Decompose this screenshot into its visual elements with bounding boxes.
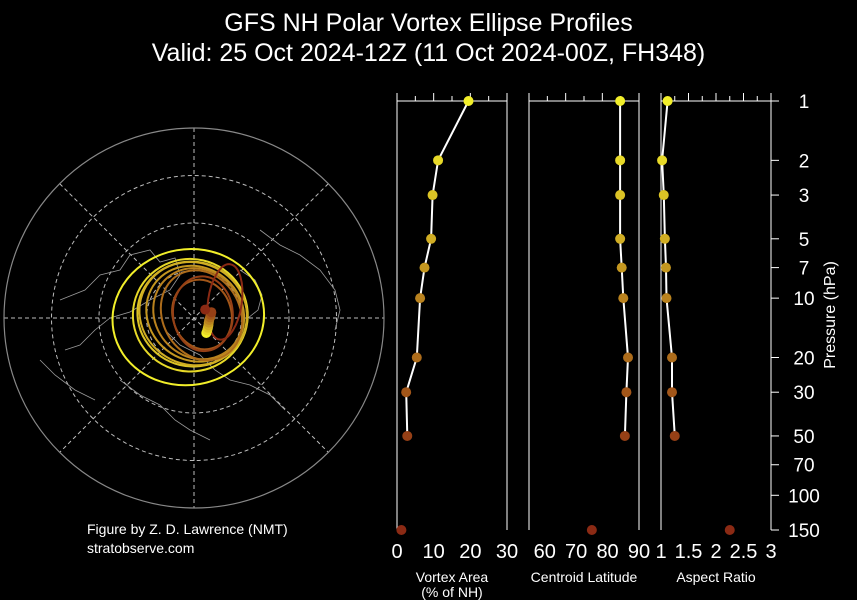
data-point: [661, 293, 672, 304]
vortex-ellipse: [138, 260, 249, 367]
data-point: [616, 262, 627, 273]
data-point: [621, 387, 632, 398]
data-point: [669, 430, 680, 441]
profile-panels: 0 10 20 30 Vortex Area(% of NH) 60 70 80 90 Centr…: [391, 92, 819, 600]
pressure-tick-label: 2: [799, 151, 810, 172]
data-point: [427, 190, 438, 201]
x-tick-label: 70: [565, 541, 587, 563]
x-tick-label: 60: [534, 541, 556, 563]
data-point: [415, 293, 426, 304]
coastline: [59, 249, 181, 351]
data-point: [402, 430, 413, 441]
pressure-tick-label: 10: [793, 289, 814, 310]
pressure-tick-label: 100: [788, 486, 820, 507]
vortex-ellipse: [206, 263, 244, 341]
x-tick-label: 20: [459, 541, 481, 563]
x-axis-label: (% of NH): [421, 584, 482, 600]
chart-title: GFS NH Polar Vortex Ellipse Profiles: [224, 9, 633, 37]
data-point: [618, 293, 629, 304]
pressure-tick-label: 30: [793, 383, 814, 404]
pressure-tick-label: 7: [799, 259, 810, 280]
meridian-line: [59, 183, 329, 453]
profile-line: [405, 100, 470, 436]
x-tick-label: 1: [655, 541, 666, 563]
x-axis-label: Centroid Latitude: [531, 569, 638, 585]
data-point: [463, 96, 474, 106]
data-point: [667, 387, 677, 398]
x-tick-label: 3: [765, 541, 776, 563]
data-point: [657, 155, 668, 166]
data-point: [396, 525, 407, 535]
vortex-ellipse: [159, 269, 244, 362]
data-point: [615, 155, 626, 166]
x-tick-label: 2.5: [730, 541, 758, 563]
x-tick-label: 1.5: [675, 541, 703, 563]
pressure-tick-label: 20: [793, 348, 814, 369]
data-point: [662, 96, 673, 106]
data-point: [658, 190, 669, 201]
data-point: [667, 352, 677, 363]
data-point: [724, 525, 735, 535]
vortex-ellipse: [111, 248, 266, 387]
credit-author: Figure by Z. D. Lawrence (NMT): [87, 521, 288, 537]
coastline: [119, 379, 211, 441]
credit-site: stratobserve.com: [87, 540, 195, 556]
coastline: [164, 329, 286, 411]
pressure-tick-label: 70: [793, 456, 814, 477]
map-boundary: [3, 127, 385, 509]
data-point: [619, 430, 630, 441]
vortex-ellipse: [152, 267, 244, 361]
data-point: [623, 352, 633, 363]
panel-vortex-area: 0 10 20 30 Vortex Area(% of NH): [391, 93, 518, 600]
pressure-axis: 1 2 3 5 7 10 20 30 50 70 100 150: [771, 92, 820, 542]
pressure-axis-label: Pressure (hPa): [822, 261, 839, 369]
coastline: [39, 359, 96, 401]
data-point: [426, 233, 437, 244]
pressure-tick-label: 50: [793, 427, 814, 448]
chart-subtitle: Valid: 25 Oct 2024-12Z (11 Oct 2024-00Z,…: [151, 39, 706, 67]
data-point: [659, 233, 670, 244]
data-point: [615, 233, 626, 244]
vortex-ellipse: [171, 275, 234, 353]
data-point: [615, 96, 626, 106]
data-point: [660, 262, 671, 273]
pressure-tick-label: 3: [799, 186, 810, 207]
x-axis-label: Aspect Ratio: [676, 569, 756, 585]
data-point: [615, 190, 626, 201]
coastline: [259, 229, 341, 331]
data-point: [419, 262, 430, 273]
data-point: [586, 525, 597, 535]
panel-centroid-latitude: 60 70 80 90 Centroid Latitude: [528, 93, 650, 585]
pressure-tick-label: 150: [788, 521, 820, 542]
pressure-tick-label: 5: [799, 230, 810, 251]
data-point: [411, 352, 422, 363]
polar-map: [3, 127, 385, 509]
data-point: [401, 387, 412, 398]
x-tick-label: 80: [596, 541, 618, 563]
x-tick-label: 30: [496, 541, 518, 563]
x-tick-label: 0: [391, 541, 402, 563]
panel-aspect-ratio: 1 1.5 2 2.5 3 Aspect Ratio: [655, 93, 777, 585]
centroid-marker: [200, 304, 211, 315]
x-tick-label: 2: [710, 541, 721, 563]
x-tick-label: 90: [628, 541, 650, 563]
pressure-tick-label: 1: [799, 92, 810, 113]
x-axis-label: Vortex Area: [416, 569, 489, 585]
x-tick-label: 10: [423, 541, 445, 563]
data-point: [433, 155, 444, 166]
